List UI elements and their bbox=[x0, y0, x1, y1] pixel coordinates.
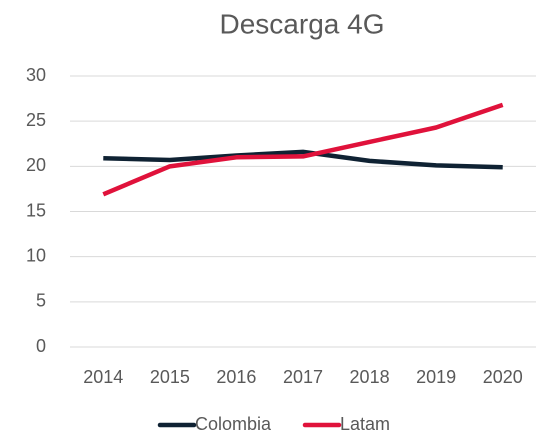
x-tick-label: 2019 bbox=[416, 367, 456, 387]
y-tick-label: 25 bbox=[26, 110, 46, 130]
legend-label: Colombia bbox=[195, 414, 272, 434]
y-tick-label: 20 bbox=[26, 155, 46, 175]
chart-title: Descarga 4G bbox=[220, 8, 385, 39]
y-tick-label: 30 bbox=[26, 65, 46, 85]
series-line bbox=[102, 102, 504, 197]
y-tick-label: 0 bbox=[36, 336, 46, 356]
y-tick-label: 10 bbox=[26, 245, 46, 265]
legend-label: Latam bbox=[340, 414, 390, 434]
x-tick-label: 2017 bbox=[283, 367, 323, 387]
x-tick-label: 2020 bbox=[483, 367, 523, 387]
x-tick-label: 2014 bbox=[83, 367, 123, 387]
x-tick-label: 2018 bbox=[350, 367, 390, 387]
x-tick-label: 2015 bbox=[150, 367, 190, 387]
y-tick-label: 15 bbox=[26, 200, 46, 220]
x-tick-label: 2016 bbox=[216, 367, 256, 387]
y-tick-label: 5 bbox=[36, 291, 46, 311]
series-line bbox=[103, 149, 503, 170]
